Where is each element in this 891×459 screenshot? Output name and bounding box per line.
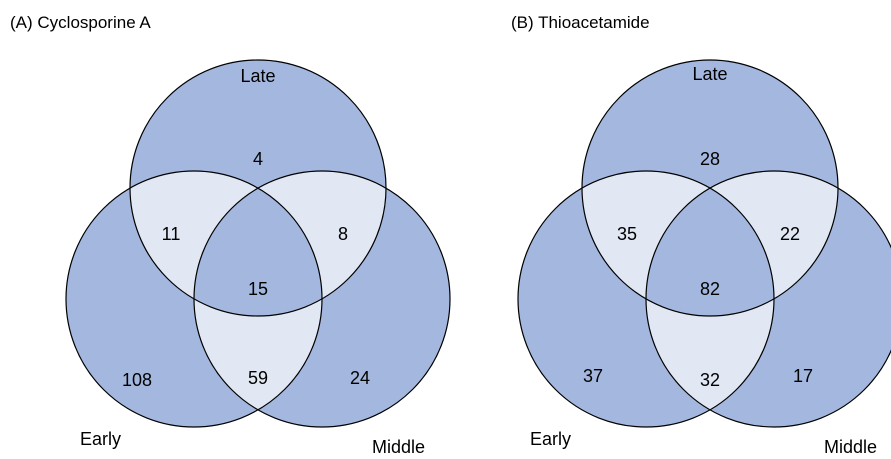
set-label: Middle: [372, 437, 425, 457]
region-count: 17: [793, 366, 813, 386]
set-label: Early: [80, 429, 121, 449]
region-count: 32: [700, 370, 720, 390]
set-label: Late: [240, 66, 275, 86]
region-count: 108: [122, 370, 152, 390]
region-count: 4: [253, 149, 263, 169]
region-count: 22: [780, 224, 800, 244]
panel-title: (A) Cyclosporine A: [10, 13, 151, 32]
region-count: 24: [350, 368, 370, 388]
set-label: Early: [530, 429, 571, 449]
region-count: 35: [617, 224, 637, 244]
region-count: 37: [583, 366, 603, 386]
set-label: Late: [692, 64, 727, 84]
venn-b: [517, 59, 891, 428]
venn-a: [65, 59, 451, 428]
region-count: 11: [162, 224, 181, 244]
region-count: 8: [338, 224, 348, 244]
region-count: 28: [700, 149, 720, 169]
region-count: 15: [248, 279, 268, 299]
region-count: 59: [248, 368, 268, 388]
set-label: Middle: [824, 437, 877, 457]
region-count: 82: [700, 279, 720, 299]
panel-title: (B) Thioacetamide: [511, 13, 650, 32]
